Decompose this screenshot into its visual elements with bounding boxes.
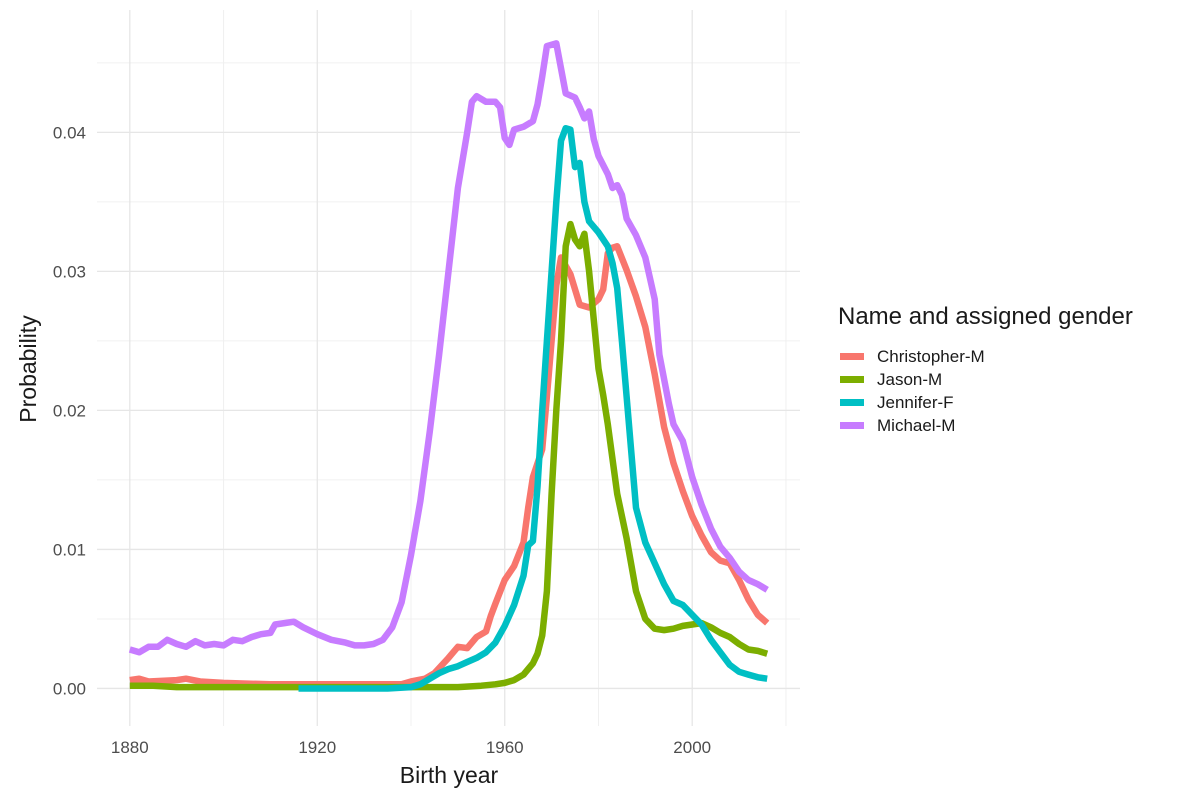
series-line-jennifer-f xyxy=(298,124,768,692)
legend-item: Jason-M xyxy=(838,368,1133,391)
legend-item: Jennifer-F xyxy=(838,391,1133,414)
series-line-michael-m xyxy=(128,40,769,656)
y-tick-label: 0.00 xyxy=(53,679,86,698)
legend-label: Michael-M xyxy=(877,415,956,435)
x-tick-label: 1960 xyxy=(486,738,524,757)
legend-label: Jason-M xyxy=(877,369,943,389)
legend-item: Christopher-M xyxy=(838,345,1133,368)
x-axis-tick-labels: 1880 1920 1960 2000 xyxy=(111,738,711,757)
x-tick-label: 2000 xyxy=(673,738,711,757)
y-tick-label: 0.04 xyxy=(53,123,86,142)
x-tick-label: 1920 xyxy=(298,738,336,757)
legend-items: Christopher-M Jason-M Jennifer-F Michael-M xyxy=(838,345,1133,437)
minor-gridlines xyxy=(97,10,800,726)
x-axis-title: Birth year xyxy=(400,762,499,788)
y-axis-title: Probability xyxy=(15,315,41,423)
legend-label: Jennifer-F xyxy=(877,392,954,412)
legend-key-swatch xyxy=(840,353,864,360)
y-tick-label: 0.03 xyxy=(53,262,86,281)
series-lines xyxy=(128,40,770,692)
y-tick-label: 0.02 xyxy=(53,401,86,420)
legend: Name and assigned gender Christopher-M Ja… xyxy=(838,303,1133,437)
x-tick-label: 1880 xyxy=(111,738,149,757)
legend-key-swatch xyxy=(840,422,864,429)
legend-key-swatch xyxy=(840,376,864,383)
legend-label: Christopher-M xyxy=(877,346,985,366)
y-axis-tick-labels: 0.00 0.01 0.02 0.03 0.04 xyxy=(53,123,86,698)
y-tick-label: 0.01 xyxy=(53,540,86,559)
series-line-jason-m xyxy=(129,220,769,691)
legend-key-swatch xyxy=(840,399,864,406)
legend-item: Michael-M xyxy=(838,414,1133,437)
legend-title: Name and assigned gender xyxy=(838,303,1133,330)
